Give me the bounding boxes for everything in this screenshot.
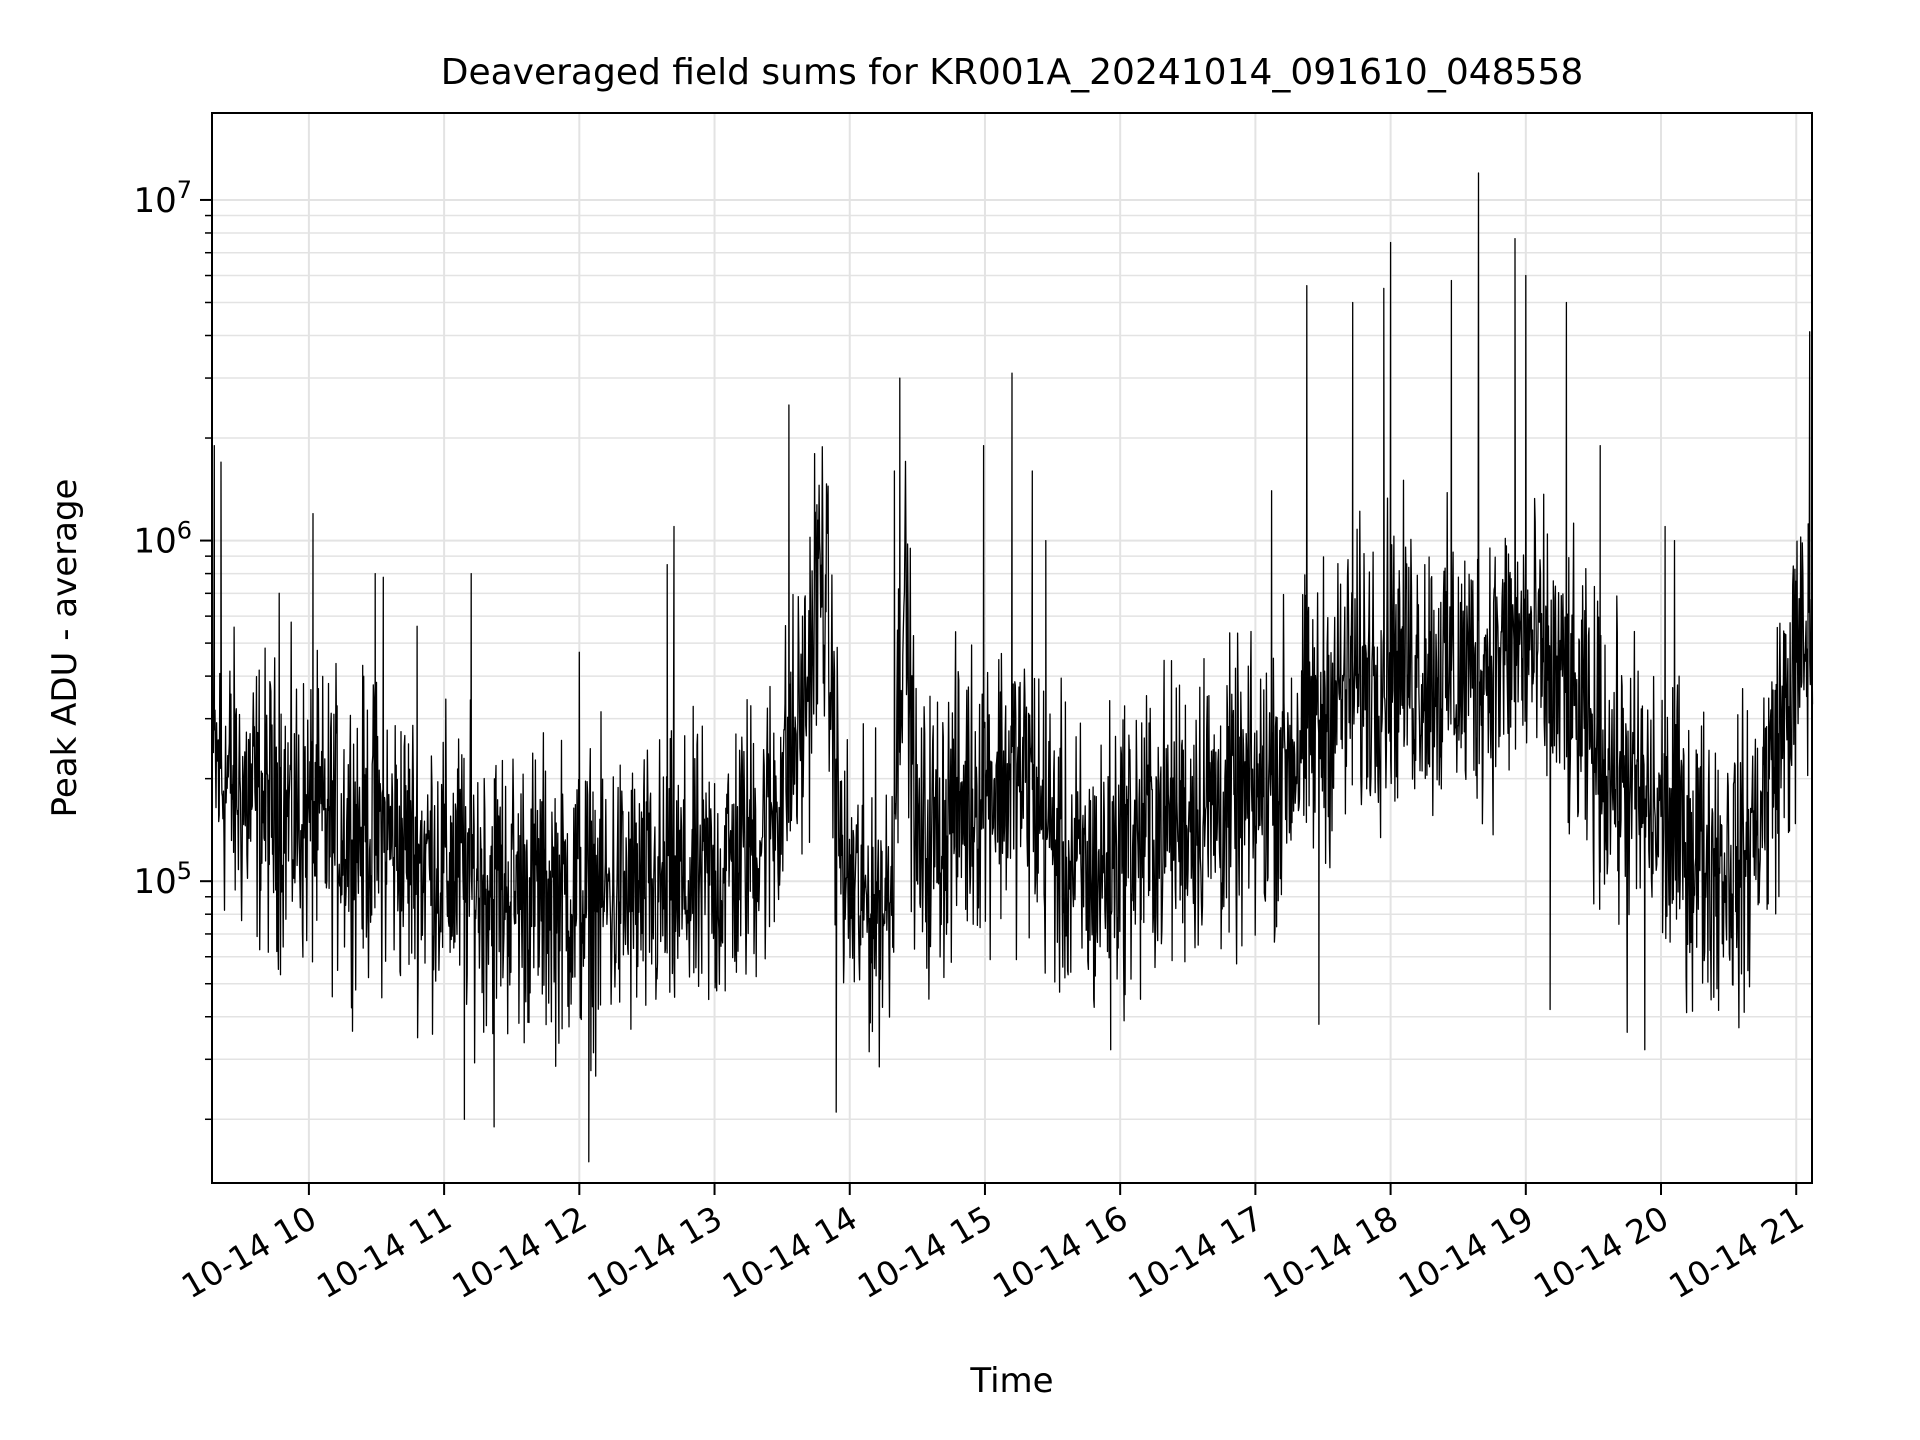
- y-axis: 105 106 107: [133, 176, 212, 1121]
- series-line: [212, 172, 1814, 1163]
- y-axis-label: Peak ADU - average: [45, 479, 85, 818]
- chart-title: Deaveraged field sums for KR001A_2024101…: [441, 52, 1584, 93]
- y-tick-label: 106: [133, 517, 192, 562]
- series-layer: [212, 172, 1814, 1163]
- x-axis-label: Time: [969, 1361, 1053, 1401]
- plot-frame: [211, 112, 1813, 1184]
- y-tick-label: 105: [133, 857, 192, 902]
- y-tick-label: 107: [133, 176, 192, 221]
